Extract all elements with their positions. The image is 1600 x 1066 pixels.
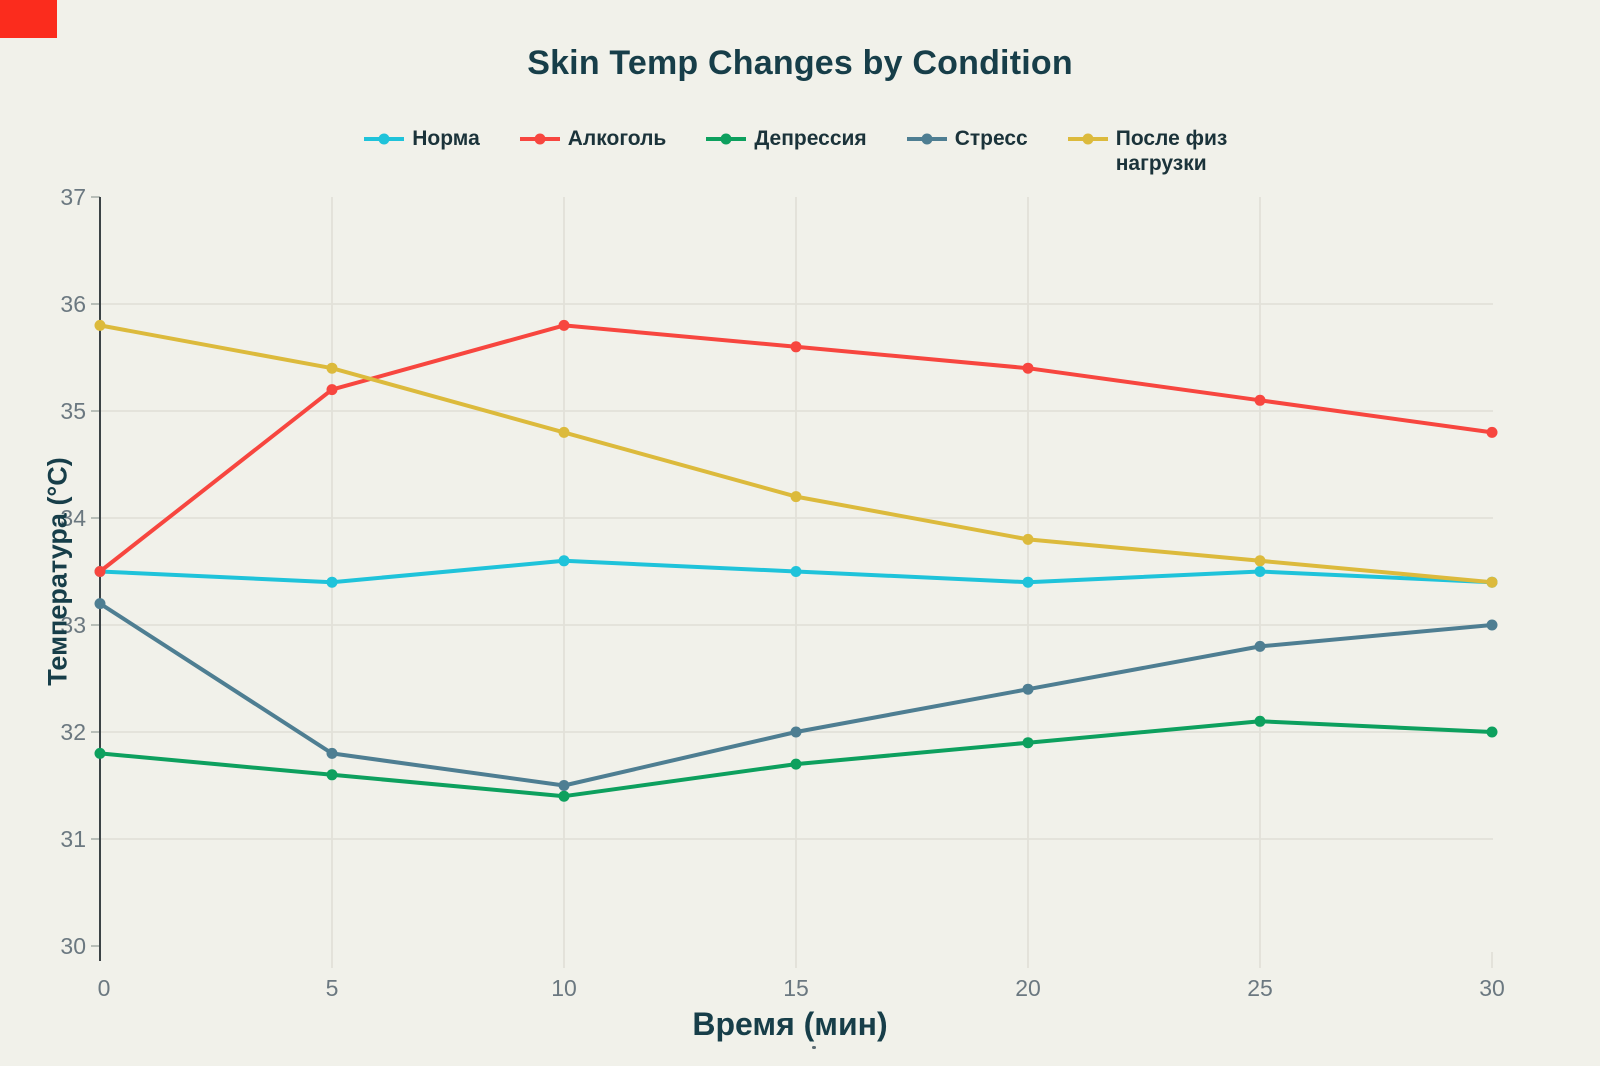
x-tick-label: 10 xyxy=(551,975,577,1001)
legend-item[interactable]: Норма xyxy=(364,126,480,151)
series-point xyxy=(94,319,106,331)
corner-red-marker xyxy=(0,0,57,38)
x-tick-label: 20 xyxy=(1015,975,1041,1001)
legend-marker-icon xyxy=(364,133,405,145)
y-tick-label: 37 xyxy=(60,184,86,210)
series-point xyxy=(790,491,802,503)
legend: Норма Алкоголь Депрессия Стресс После физ на… xyxy=(0,126,1600,176)
series-point xyxy=(558,780,570,791)
series-point xyxy=(1022,362,1034,374)
x-tick-label: 30 xyxy=(1479,975,1505,1001)
legend-marker-icon xyxy=(706,133,747,145)
series-point xyxy=(1022,576,1034,588)
legend-label: Норма xyxy=(412,127,480,150)
series-point xyxy=(326,576,338,588)
y-tick-label: 32 xyxy=(60,719,86,745)
x-tick-label: 25 xyxy=(1247,975,1273,1001)
legend-item[interactable]: После физ нагрузки xyxy=(1067,126,1236,176)
xlabel-dot xyxy=(812,1046,816,1049)
series-point xyxy=(790,341,802,353)
legend-label: Депрессия xyxy=(754,127,867,150)
series-point xyxy=(326,769,338,781)
legend-item[interactable]: Стресс xyxy=(906,126,1028,151)
series-point xyxy=(1254,555,1266,567)
series-point xyxy=(1254,715,1266,727)
series-point xyxy=(326,747,338,759)
series-point xyxy=(1486,426,1498,438)
y-tick-label: 33 xyxy=(60,612,86,638)
legend-label: Стресс xyxy=(954,127,1028,150)
series-point xyxy=(790,758,802,770)
series-point xyxy=(1254,640,1266,652)
series-point xyxy=(1486,726,1498,738)
x-axis-title: Время (мин) xyxy=(692,1006,888,1042)
series-point xyxy=(1022,683,1034,695)
series-point xyxy=(1254,394,1266,406)
series-point xyxy=(94,566,106,577)
series-point xyxy=(1022,737,1034,749)
series-point xyxy=(790,726,802,738)
series-point xyxy=(790,566,802,577)
x-tick-label: 15 xyxy=(783,975,809,1001)
chart-title: Skin Temp Changes by Condition xyxy=(527,44,1073,82)
series-point xyxy=(94,747,106,759)
series-point xyxy=(326,362,338,374)
legend-marker-icon xyxy=(1067,133,1108,145)
y-axis-title: Температура (°C) xyxy=(42,457,73,686)
legend-label: Алкоголь xyxy=(567,127,667,150)
series-point xyxy=(326,384,338,396)
y-tick-label: 36 xyxy=(60,291,86,317)
series-point xyxy=(558,555,570,567)
legend-label: После физ нагрузки xyxy=(1115,127,1228,175)
series-point xyxy=(94,598,106,610)
series-point xyxy=(558,790,570,802)
x-tick-label: 5 xyxy=(326,975,339,1001)
y-tick-label: 30 xyxy=(60,933,86,959)
series-point xyxy=(558,426,570,438)
series-point xyxy=(1486,576,1498,588)
y-tick-label: 34 xyxy=(60,505,86,531)
series-point xyxy=(1254,566,1266,577)
series-point xyxy=(558,319,570,331)
series-point xyxy=(1486,619,1498,631)
legend-marker-icon xyxy=(519,133,560,145)
x-tick-label: 0 xyxy=(98,975,111,1001)
legend-item[interactable]: Алкоголь xyxy=(519,126,667,151)
y-tick-label: 35 xyxy=(60,398,86,424)
legend-item[interactable]: Депрессия xyxy=(706,126,867,151)
legend-marker-icon xyxy=(906,133,947,145)
series-point xyxy=(1022,533,1034,545)
y-tick-label: 31 xyxy=(60,826,86,852)
